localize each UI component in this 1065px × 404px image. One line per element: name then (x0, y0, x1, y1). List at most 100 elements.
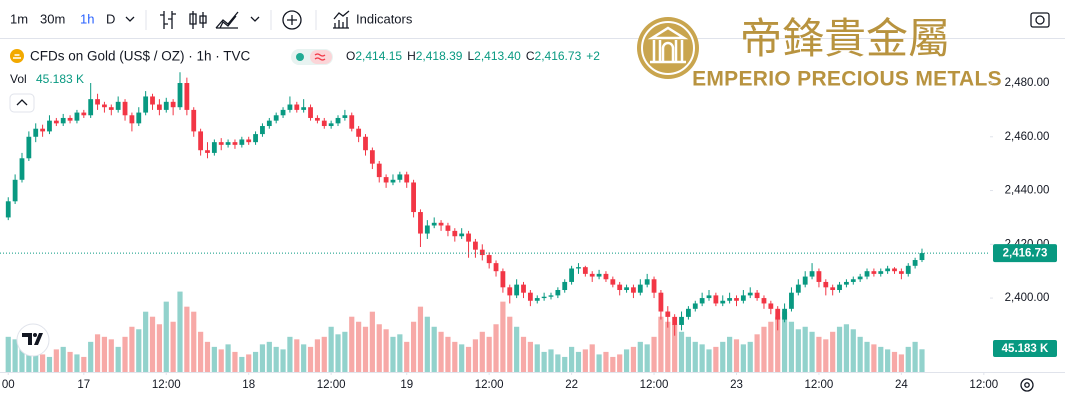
candle-body (562, 281, 568, 291)
volume-bar (246, 354, 252, 372)
candle-body (81, 112, 87, 116)
collapse-button[interactable] (9, 93, 35, 113)
change-value: +2 (586, 49, 600, 63)
candle-body (624, 287, 629, 291)
candle-body (679, 316, 684, 325)
volume-bar (582, 349, 588, 372)
volume-bar (218, 349, 224, 372)
volume-bar (46, 356, 53, 372)
volume-bar (74, 354, 80, 372)
add-icon-plus (287, 15, 297, 25)
dropdown-icon[interactable] (125, 16, 135, 22)
x-tick-label: 12:00 (805, 379, 834, 391)
dropdown-icon[interactable] (250, 16, 260, 22)
indicators-icon[interactable] (333, 10, 350, 29)
candle-body (720, 300, 726, 304)
last-volume-tag (993, 340, 1057, 357)
candle-body (390, 179, 396, 183)
interval[interactable]: 1m (10, 11, 28, 26)
candle-body (328, 123, 334, 127)
candle-body (225, 142, 231, 145)
volume-bar (356, 321, 362, 372)
volume-bar (596, 354, 602, 372)
volume-bar (754, 334, 760, 372)
volume-bar (850, 329, 856, 372)
candle-body (122, 101, 128, 116)
candle-body (67, 117, 73, 121)
volume-bar (761, 326, 767, 372)
volume-bar (637, 341, 643, 372)
volume-bar (891, 351, 898, 372)
volume-bar (301, 344, 307, 372)
tv-logo-dot (33, 333, 37, 337)
volume-bar (706, 349, 712, 372)
candle-body (782, 308, 787, 320)
candle-body (637, 284, 643, 293)
candle-body (857, 276, 863, 280)
candle-body (486, 255, 492, 264)
candle-body (136, 112, 142, 124)
candle-body (610, 279, 616, 285)
volume-bar (678, 331, 685, 372)
ohlc-key: C (526, 49, 535, 63)
volume-bar (692, 341, 698, 372)
volume-bar (651, 336, 657, 372)
volume-bar (727, 336, 733, 372)
candle-body (5, 201, 11, 218)
candle-body (163, 101, 169, 110)
volume-bar (912, 341, 918, 372)
indicators-button[interactable]: Indicators (356, 11, 413, 26)
volume-bar (60, 346, 66, 372)
volume-bar (12, 339, 18, 372)
candle-body (102, 104, 107, 108)
volume-bar (569, 346, 575, 372)
candle-body (452, 230, 458, 237)
candle-body (95, 99, 100, 105)
volume-bar (617, 354, 623, 372)
interval[interactable]: D (106, 11, 115, 26)
settings-icon[interactable] (1020, 378, 1034, 392)
area-icon[interactable] (215, 11, 239, 29)
x-tick-label: 22 (565, 379, 578, 391)
interval[interactable]: 30m (40, 11, 65, 26)
candle-body (431, 222, 437, 226)
bars-icon[interactable] (160, 11, 176, 29)
volume-bar (252, 351, 259, 372)
candle-body (830, 287, 836, 291)
candle-body (349, 115, 355, 129)
candle-body (287, 104, 293, 110)
candle-body (816, 271, 822, 282)
candle-body (823, 281, 829, 288)
candle-body (768, 303, 774, 309)
volume-bar (479, 331, 485, 372)
candle-body (156, 104, 162, 110)
candle-body (47, 120, 52, 132)
candle-body (205, 150, 210, 153)
volume-bar (713, 346, 719, 372)
candle-body (727, 298, 733, 301)
candle-body (892, 268, 897, 272)
volume-bar (342, 331, 348, 372)
candle-body (404, 174, 410, 183)
candle-body (40, 128, 45, 132)
candle-body (740, 295, 746, 301)
tv-logo-mark (22, 333, 43, 345)
camera-icon[interactable] (1030, 12, 1050, 28)
volume-bar (294, 339, 300, 372)
volume-bar (878, 346, 884, 372)
candles-icon[interactable] (189, 11, 207, 29)
candle-body (280, 109, 286, 116)
volume-bar (94, 334, 101, 372)
interval-active[interactable]: 1h (80, 11, 94, 26)
x-tick-label: 12:00 (640, 379, 669, 391)
candle-body (534, 298, 540, 301)
candle-body (115, 101, 121, 110)
add-icon[interactable] (282, 10, 302, 30)
volume-bar (630, 346, 637, 372)
candle-body (493, 263, 499, 272)
volume-bar (362, 326, 369, 372)
candle-body (308, 107, 313, 118)
volume-bar (369, 311, 375, 372)
volume-bar (864, 341, 870, 372)
candle-body (802, 276, 808, 285)
